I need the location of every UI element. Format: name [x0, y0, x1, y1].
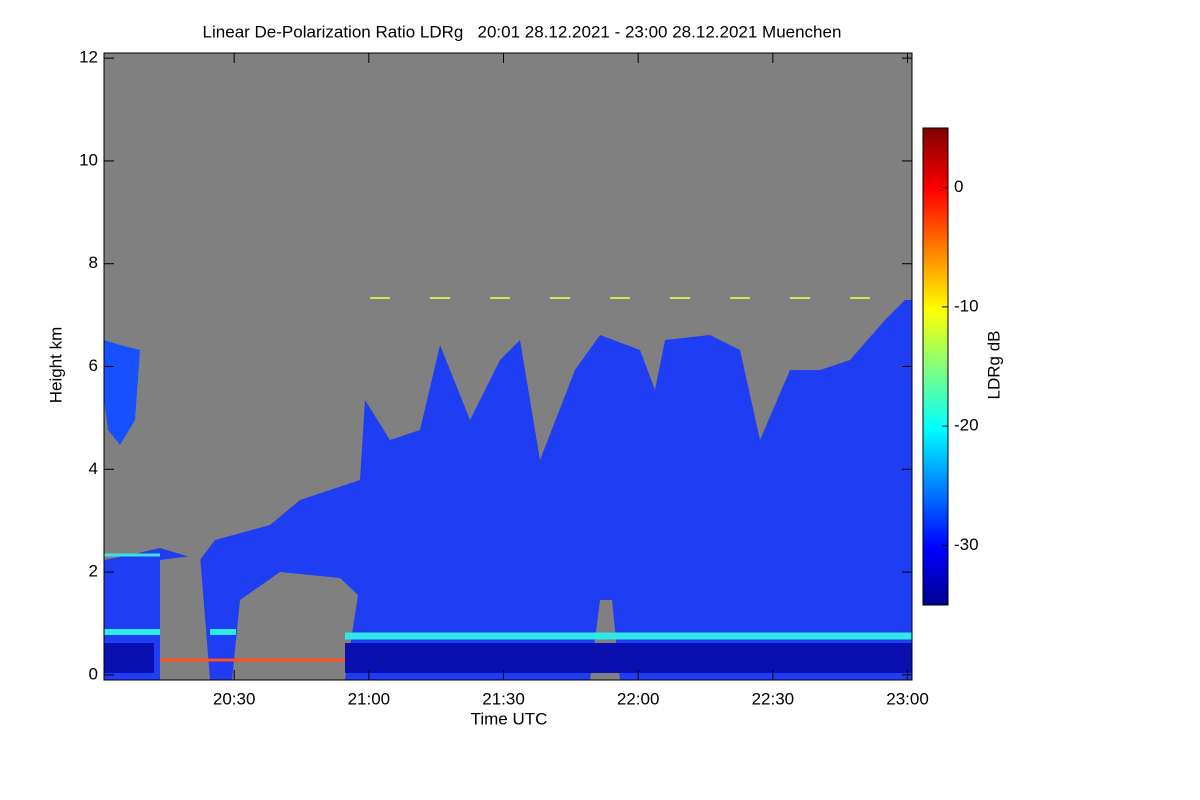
y-tick-label: 12 [79, 48, 98, 67]
y-tick-label: 4 [89, 459, 98, 478]
colorbar-tick-label: -20 [954, 416, 979, 435]
y-tick-label: 6 [89, 356, 98, 375]
colorbar-tick-label: -10 [954, 296, 979, 315]
colorbar-tick-label: 0 [954, 177, 963, 196]
chart-title: Linear De-Polarization Ratio LDRg 20:01 … [203, 22, 842, 41]
x-tick-label: 21:00 [348, 689, 391, 708]
y-tick-label: 8 [89, 253, 98, 272]
x-tick-label: 20:30 [213, 689, 256, 708]
y-tick-label: 2 [89, 562, 98, 581]
y-tick-label: 10 [79, 150, 98, 169]
y-tick-label: 0 [89, 664, 98, 683]
x-tick-label: 22:30 [752, 689, 795, 708]
x-tick-label: 21:30 [482, 689, 525, 708]
x-axis-label: Time UTC [471, 709, 548, 728]
colorbar [922, 127, 949, 606]
x-tick-label: 23:00 [886, 689, 929, 708]
heatmap-field [104, 53, 912, 680]
y-axis-label: Height km [46, 327, 65, 404]
colorbar-tick-label: -30 [954, 535, 979, 554]
x-tick-label: 22:00 [617, 689, 660, 708]
colorbar-label: LDRg dB [984, 331, 1003, 400]
